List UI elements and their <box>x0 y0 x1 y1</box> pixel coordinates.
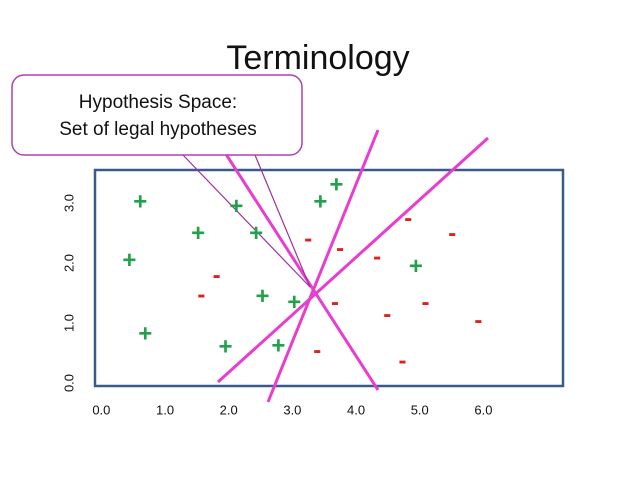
point-marker: - <box>404 205 412 232</box>
plot-frame <box>93 168 565 388</box>
point-marker: + <box>133 188 147 215</box>
x-tick-label: 2.0 <box>220 402 238 417</box>
hypothesis-lines <box>216 129 490 403</box>
x-tick-label: 0.0 <box>92 402 110 417</box>
point-marker: - <box>313 337 321 364</box>
x-tick-label: 4.0 <box>347 402 365 417</box>
point-marker: + <box>219 334 233 361</box>
pointer <box>254 154 311 288</box>
x-tick-label: 3.0 <box>283 402 301 417</box>
point-marker: - <box>331 289 339 316</box>
callout-box <box>11 74 303 156</box>
point-marker: - <box>421 289 429 316</box>
y-tick-label: 0.0 <box>61 374 76 392</box>
point-marker: - <box>336 235 344 262</box>
point-marker: + <box>271 332 285 359</box>
y-tick-label: 2.0 <box>61 254 76 272</box>
x-tick-label: 1.0 <box>156 402 174 417</box>
pointer <box>182 154 311 288</box>
point-marker: + <box>191 220 205 247</box>
callout-text: Hypothesis Space: <box>79 92 237 113</box>
point-marker: - <box>399 347 407 374</box>
point-marker: + <box>249 220 263 247</box>
callout-pointers <box>182 154 311 288</box>
point-marker: - <box>448 220 456 247</box>
point-marker: - <box>383 301 391 328</box>
point-marker: - <box>474 307 482 334</box>
x-tick-label: 6.0 <box>474 402 492 417</box>
y-tick-label: 3.0 <box>61 194 76 212</box>
point-marker: - <box>373 244 381 271</box>
hypothesis-line <box>216 136 490 384</box>
point-marker: + <box>287 289 301 316</box>
slide-title: Terminology <box>226 39 409 77</box>
callout-text: Set of legal hypotheses <box>59 119 257 140</box>
point-marker: - <box>197 281 205 308</box>
point-marker: + <box>138 320 152 347</box>
point-marker: + <box>329 172 343 199</box>
point-marker: - <box>304 226 312 253</box>
x-tick-label: 5.0 <box>411 402 429 417</box>
hypothesis-line <box>220 147 380 391</box>
hypothesis-line <box>266 129 380 403</box>
point-marker: + <box>229 193 243 220</box>
y-tick-label: 1.0 <box>61 314 76 332</box>
point-marker: + <box>122 247 136 274</box>
point-marker: + <box>409 253 423 280</box>
point-marker: + <box>313 188 327 215</box>
point-marker: - <box>213 262 221 289</box>
point-marker: + <box>255 283 269 310</box>
